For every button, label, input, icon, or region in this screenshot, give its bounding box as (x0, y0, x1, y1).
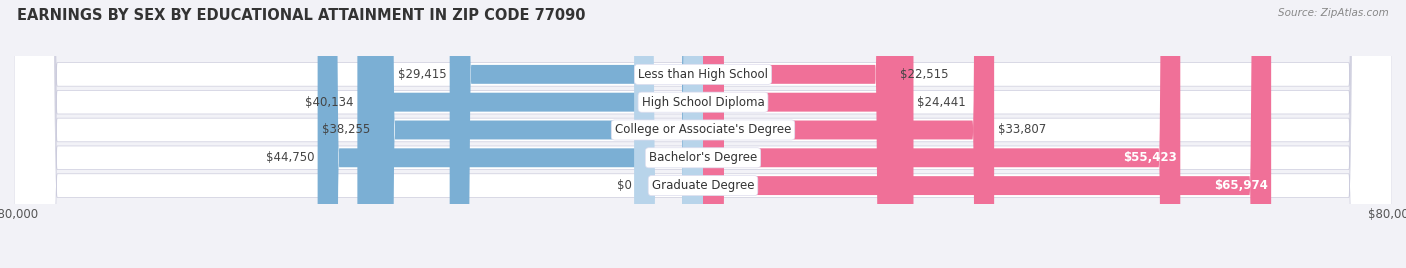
Text: $0: $0 (617, 179, 631, 192)
Text: $33,807: $33,807 (998, 124, 1046, 136)
FancyBboxPatch shape (634, 0, 703, 268)
Text: $29,415: $29,415 (398, 68, 446, 81)
FancyBboxPatch shape (703, 0, 994, 268)
FancyBboxPatch shape (357, 0, 703, 268)
Text: EARNINGS BY SEX BY EDUCATIONAL ATTAINMENT IN ZIP CODE 77090: EARNINGS BY SEX BY EDUCATIONAL ATTAINMEN… (17, 8, 585, 23)
Text: $44,750: $44,750 (266, 151, 314, 164)
FancyBboxPatch shape (703, 0, 1271, 268)
FancyBboxPatch shape (374, 0, 703, 268)
Text: Source: ZipAtlas.com: Source: ZipAtlas.com (1278, 8, 1389, 18)
FancyBboxPatch shape (703, 0, 914, 268)
Text: $38,255: $38,255 (322, 124, 370, 136)
FancyBboxPatch shape (14, 0, 1392, 268)
Text: High School Diploma: High School Diploma (641, 96, 765, 109)
Text: Less than High School: Less than High School (638, 68, 768, 81)
Text: Bachelor's Degree: Bachelor's Degree (650, 151, 756, 164)
FancyBboxPatch shape (14, 0, 1392, 268)
FancyBboxPatch shape (14, 0, 1392, 268)
Text: College or Associate's Degree: College or Associate's Degree (614, 124, 792, 136)
Text: $65,974: $65,974 (1213, 179, 1268, 192)
FancyBboxPatch shape (703, 0, 897, 268)
FancyBboxPatch shape (14, 0, 1392, 268)
Text: $55,423: $55,423 (1123, 151, 1177, 164)
Text: $24,441: $24,441 (917, 96, 966, 109)
FancyBboxPatch shape (14, 0, 1392, 268)
FancyBboxPatch shape (450, 0, 703, 268)
FancyBboxPatch shape (703, 0, 1180, 268)
Text: $22,515: $22,515 (900, 68, 949, 81)
Text: $40,134: $40,134 (305, 96, 354, 109)
Text: Graduate Degree: Graduate Degree (652, 179, 754, 192)
FancyBboxPatch shape (318, 0, 703, 268)
